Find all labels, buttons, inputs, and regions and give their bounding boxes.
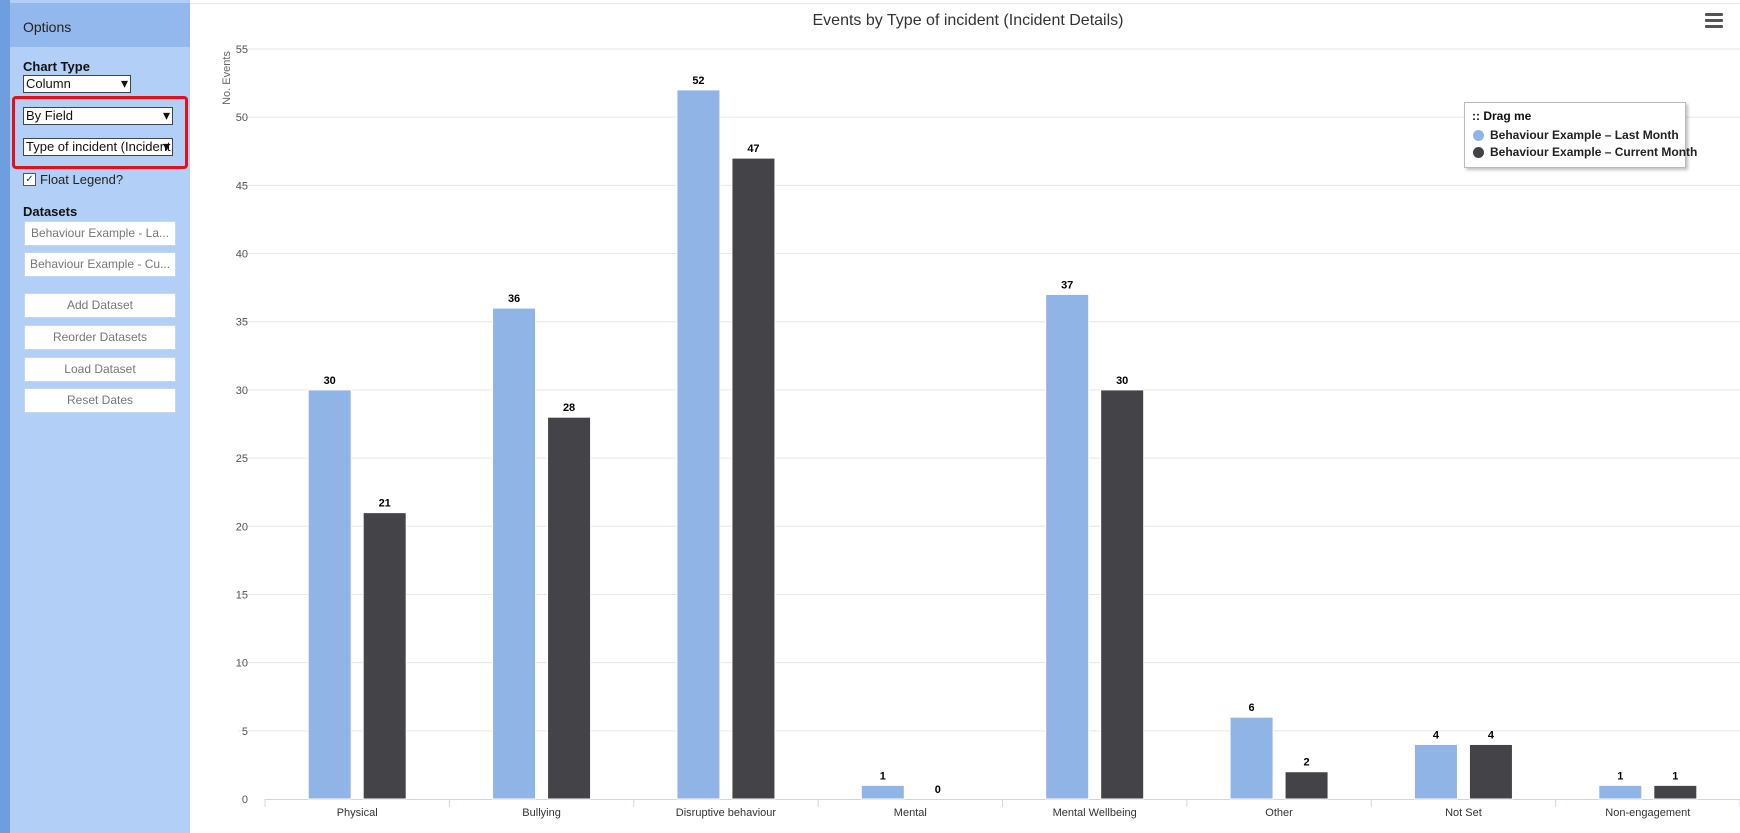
- x-tick-label: Non-engagement: [1605, 807, 1690, 819]
- bar: [1284, 771, 1329, 800]
- y-tick-label: 55: [236, 44, 248, 56]
- dataset-item-current-month[interactable]: Behaviour Example - Cu...: [24, 252, 176, 277]
- x-tick-label: Bullying: [522, 807, 561, 819]
- events-column-chart: Events by Type of incident (Incident Det…: [221, 12, 1740, 819]
- bar: [1653, 784, 1698, 800]
- bar: [1468, 743, 1513, 800]
- data-labels: 30 21 36 28 52 47 1 0 37 30 6 2 4 4 1 1: [324, 75, 1679, 796]
- float-legend-checkbox[interactable]: ✓: [23, 173, 36, 186]
- data-label: 4: [1433, 729, 1440, 741]
- data-label: 6: [1249, 702, 1255, 714]
- data-label: 37: [1061, 279, 1073, 291]
- float-legend-label: Float Legend?: [40, 172, 124, 187]
- x-tick-label: Physical: [337, 807, 378, 819]
- dataset-item-last-month[interactable]: Behaviour Example - La...: [24, 221, 176, 246]
- y-tick-label: 20: [236, 521, 248, 533]
- bar: [362, 512, 407, 800]
- bar: [547, 416, 592, 800]
- hamburger-menu-icon[interactable]: [1705, 13, 1723, 31]
- bar: [1598, 784, 1643, 800]
- y-tick-label: 50: [236, 112, 248, 124]
- field-select[interactable]: Type of incident (Incident Details): [23, 138, 173, 156]
- legend-item-last-month[interactable]: Behaviour Example – Last Month: [1473, 128, 1679, 142]
- legend-label-current-month: Behaviour Example – Current Month: [1490, 145, 1698, 159]
- data-label: 30: [324, 375, 336, 387]
- data-label: 4: [1488, 729, 1495, 741]
- chart-type-label: Chart Type: [23, 59, 90, 74]
- data-label: 1: [880, 770, 886, 782]
- legend-item-current-month[interactable]: Behaviour Example – Current Month: [1473, 145, 1697, 159]
- bar: [1045, 293, 1090, 800]
- y-axis-title: No. Events: [221, 51, 233, 105]
- x-axis-labels: Physical Bullying Disruptive behaviour Ment…: [337, 807, 1691, 819]
- chart-legend[interactable]: :: Drag me Behaviour Example – Last Mont…: [1464, 102, 1697, 168]
- datasets-label: Datasets: [23, 204, 78, 219]
- bar: [1229, 716, 1274, 800]
- left-edge-strip: [0, 0, 10, 833]
- data-label: 52: [692, 75, 704, 87]
- data-label: 36: [508, 293, 520, 305]
- y-tick-label: 25: [236, 453, 248, 465]
- x-tick-label: Mental: [894, 807, 927, 819]
- x-tick-label: Not Set: [1445, 807, 1482, 819]
- data-label: 47: [747, 143, 759, 155]
- gridlines: [238, 48, 1740, 732]
- options-header[interactable]: Options: [10, 3, 190, 47]
- add-dataset-button[interactable]: Add Dataset: [24, 293, 176, 318]
- data-label: 1: [1672, 770, 1678, 782]
- y-tick-label: 30: [236, 385, 248, 397]
- bar: [676, 89, 721, 800]
- legend-drag-handle[interactable]: :: Drag me: [1472, 109, 1532, 123]
- y-tick-label: 5: [242, 726, 248, 738]
- x-tick-label: Other: [1265, 807, 1293, 819]
- legend-dot-last-month: [1473, 129, 1484, 141]
- data-label: 1: [1617, 770, 1623, 782]
- options-header-label: Options: [23, 19, 72, 35]
- legend-label-last-month: Behaviour Example – Last Month: [1490, 128, 1679, 142]
- legend-dot-current-month: [1473, 146, 1484, 158]
- chart-title: Events by Type of incident (Incident Det…: [813, 12, 1124, 29]
- y-tick-label: 35: [236, 317, 248, 329]
- x-tick-label: Disruptive behaviour: [676, 807, 777, 819]
- x-tick-label: Mental Wellbeing: [1053, 807, 1137, 819]
- y-tick-label: 15: [236, 589, 248, 601]
- load-dataset-button[interactable]: Load Dataset: [24, 357, 176, 382]
- bar: [492, 307, 537, 800]
- y-tick-label: 10: [236, 658, 248, 670]
- bar: [1100, 389, 1145, 800]
- data-label: 0: [935, 784, 941, 796]
- reorder-datasets-button[interactable]: Reorder Datasets: [24, 325, 176, 350]
- bar: [1413, 743, 1458, 800]
- data-label: 2: [1304, 757, 1310, 769]
- data-label: 21: [379, 498, 391, 510]
- y-tick-label: 40: [236, 249, 248, 261]
- reset-dates-button[interactable]: Reset Dates: [24, 388, 176, 413]
- data-label: 28: [563, 402, 575, 414]
- chart-top-border: [190, 3, 1740, 4]
- group-by-select[interactable]: By Field: [23, 107, 173, 125]
- y-tick-label: 45: [236, 180, 248, 192]
- bar: [860, 784, 905, 800]
- chart-type-select[interactable]: Column: [23, 75, 131, 93]
- data-label: 30: [1116, 375, 1128, 387]
- bars: [307, 89, 1698, 800]
- y-axis-ticks: 0 5 10 15 20 25 30 35 40 45 50 55: [236, 44, 248, 806]
- highlight-box: [12, 96, 188, 169]
- bar: [307, 389, 352, 800]
- options-sidebar: Options Chart Type Column By Field Type …: [10, 0, 190, 833]
- float-legend-row: ✓ Float Legend?: [23, 172, 123, 187]
- y-tick-label: 0: [242, 794, 248, 806]
- bar: [731, 157, 776, 800]
- x-axis: [264, 799, 1740, 807]
